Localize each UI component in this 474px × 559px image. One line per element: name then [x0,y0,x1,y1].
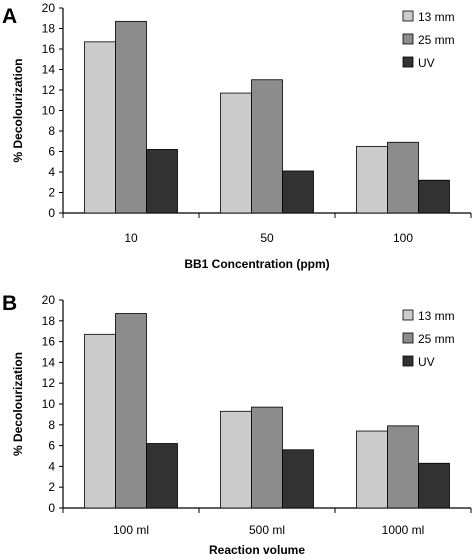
bar [282,170,314,214]
bar [387,425,419,509]
legend-swatch [402,309,414,321]
bar [387,141,419,214]
y-tick-label: 20 [42,293,56,307]
bar [84,41,116,214]
legend-label: 25 mm [418,33,455,47]
legend-label: 13 mm [418,309,455,323]
legend-swatch [402,355,414,367]
y-tick-label: 6 [48,439,55,453]
legend-swatch [402,56,414,68]
legend-swatch [402,332,414,344]
y-tick-label: 4 [48,459,55,473]
y-tick-label: 14 [42,355,56,369]
bar [356,145,388,214]
x-tick-label: 10 [124,231,138,245]
bar [356,430,388,509]
y-tick-label: 20 [42,1,56,15]
bar [220,410,252,509]
y-tick-label: 0 [48,206,55,220]
y-tick-label: 18 [42,22,56,36]
bar [251,79,283,214]
y-tick-label: 14 [42,63,56,77]
bar [115,20,147,214]
bar [251,406,283,509]
y-tick-label: 12 [42,83,56,97]
y-tick-label: 10 [42,104,56,118]
panel-label: B [2,292,17,315]
legend-label: UV [418,56,435,70]
x-tick-label: 1000 ml [382,523,425,537]
x-tick-label: 50 [260,231,274,245]
y-tick-label: 12 [42,376,56,390]
y-tick-label: 6 [48,145,55,159]
y-tick-label: 2 [48,480,55,494]
y-tick-label: 16 [42,335,56,349]
y-axis-title: % Decolourization [11,352,25,456]
bar [418,179,450,214]
bar [146,443,178,509]
x-tick-label: 100 [393,231,413,245]
x-tick-label: 100 ml [113,523,149,537]
y-axis-title: % Decolourization [11,58,25,162]
y-tick-label: 18 [42,314,56,328]
legend-label: 25 mm [418,332,455,346]
y-tick-label: 8 [48,124,55,138]
y-tick-label: 16 [42,42,56,56]
legend-label: UV [418,355,435,369]
legend-swatch [402,33,414,45]
bar [115,313,147,509]
y-tick-label: 10 [42,397,56,411]
y-tick-label: 4 [48,165,55,179]
legend-swatch [402,10,414,22]
y-tick-label: 0 [48,501,55,515]
bar [418,462,450,509]
bar [282,449,314,509]
bar [220,92,252,214]
bar [146,149,178,214]
legend-label: 13 mm [418,10,455,24]
y-tick-label: 2 [48,186,55,200]
y-tick-label: 8 [48,418,55,432]
bar [84,333,116,509]
x-axis-title: BB1 Concentration (ppm) [184,257,329,271]
x-axis-title: Reaction volume [209,543,305,557]
panel-label: A [2,5,17,28]
x-tick-label: 500 ml [249,523,285,537]
